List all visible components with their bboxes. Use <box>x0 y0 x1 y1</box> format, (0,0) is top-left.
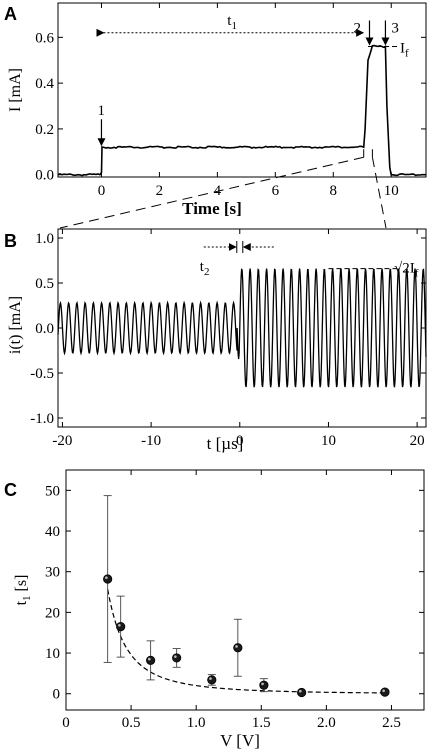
panel-a-t1-label: t1 <box>227 13 237 32</box>
panel-a-y-tick-label: 0.4 <box>35 76 54 92</box>
panel-a-y-tick-label: 0.6 <box>35 30 54 46</box>
panel-c-y-tick-label: 30 <box>45 565 60 581</box>
panel-b-y-tick-label: 0.0 <box>35 321 54 337</box>
panel-c-data-point <box>380 687 390 697</box>
panel-a-y-axis-label: I [mA] <box>7 68 24 112</box>
panel-a-if-label: If <box>400 41 409 60</box>
panel-a-arrow-2-label: 2 <box>353 21 361 37</box>
panel-b-y-ticks: -1.0 -0.5 0.0 0.5 1.0 <box>30 231 426 427</box>
panel-a-x-tick-label: 6 <box>272 183 280 199</box>
panel-c-x-axis-label: V [V] <box>220 731 260 750</box>
panel-c-data-point-highlight <box>148 657 151 661</box>
zoom-connector-left <box>59 156 364 229</box>
panel-c-x-tick-label: 2.5 <box>382 715 401 731</box>
panel-c-data-points <box>103 495 390 698</box>
panel-c-y-ticks: 0 10 20 30 40 50 <box>45 483 424 703</box>
panel-c-data-point-highlight <box>235 645 238 648</box>
panel-c-fit-curve <box>107 589 385 694</box>
panel-c-x-tick-label: 2.0 <box>317 715 336 731</box>
panel-b-x-tick-label: 20 <box>410 433 425 449</box>
panel-a-y-tick-label: 0.2 <box>35 122 54 138</box>
panel-c-y-tick-label: 0 <box>53 687 61 703</box>
panel-c-data-point <box>233 643 243 653</box>
panel-a-y-tick-label: 0.0 <box>35 168 54 184</box>
panel-c-x-tick-label: 0 <box>62 715 70 731</box>
panel-c-y-tick-label: 20 <box>45 605 60 621</box>
panel-b: B -20 -10 0 10 20 -1.0-0.50.00.51.0 t2 √2If … <box>4 228 427 453</box>
panel-c: C 0 0.5 1.0 1.5 2.0 2.5 0 10 20 30 40 50 V [V] t1 … <box>4 469 425 750</box>
panel-a-x-tick-label: 10 <box>384 183 399 199</box>
panel-c-data-point <box>103 574 113 584</box>
panel-c-y-tick-label: 40 <box>45 524 60 540</box>
panel-b-x-tick-label: -20 <box>52 433 72 449</box>
panel-c-y-tick-label: 50 <box>45 483 60 499</box>
panel-a-x-axis-label: Time [s] <box>182 199 242 218</box>
panel-b-x-ticks: -20 -10 0 10 20 <box>52 229 425 449</box>
panel-c-x-tick-label: 0.5 <box>122 715 141 731</box>
panel-b-x-tick-label: 10 <box>321 433 336 449</box>
panel-b-y-axis-label: i(t) [mA] <box>7 296 24 354</box>
panel-b-x-axis-label: t [µs] <box>207 434 244 453</box>
panel-c-data-point-highlight <box>174 655 177 658</box>
panel-b-x-tick-label: -10 <box>141 433 161 449</box>
panel-c-data-point <box>172 653 182 663</box>
panel-b-t2-label: t2 <box>200 259 210 278</box>
panel-c-frame <box>65 469 425 711</box>
panel-b-y-tick-label: -0.5 <box>30 366 54 382</box>
panel-c-data-point-highlight <box>105 576 108 580</box>
panel-b-x-tick-label: 0 <box>236 433 244 449</box>
panel-c-data-point <box>207 675 217 685</box>
panel-a: A 0246810 0.00.20.40.6 t1 1 2 3 If Time … <box>4 2 427 218</box>
panel-b-frame <box>57 228 427 428</box>
zoom-connector-right <box>371 157 387 229</box>
panel-c-data-point <box>259 680 269 690</box>
panel-c-data-point <box>297 687 307 698</box>
panel-b-letter: B <box>4 231 17 251</box>
panel-c-data-point-highlight <box>382 689 385 693</box>
panel-a-x-tick-label: 2 <box>156 183 164 199</box>
panel-a-x-tick-label: 0 <box>98 183 106 199</box>
panel-a-x-tick-label: 8 <box>330 183 338 199</box>
panel-a-y-ticks: 0.0 0.2 0.4 0.6 <box>35 30 426 184</box>
panel-c-data-point-highlight <box>299 689 302 693</box>
panel-c-letter: C <box>4 480 17 500</box>
panel-c-y-tick-label: 10 <box>45 646 60 662</box>
panel-a-letter: A <box>4 4 17 24</box>
panel-c-data-point <box>116 622 126 632</box>
panel-c-x-tick-label: 1.0 <box>187 715 206 731</box>
panel-c-data-point-highlight <box>261 682 264 686</box>
panel-c-data-point-highlight <box>118 624 121 627</box>
panel-b-y-tick-label: 0.5 <box>35 276 54 292</box>
panel-b-ac-current-trace <box>57 268 427 388</box>
panel-a-current-trace <box>57 44 426 177</box>
panel-c-x-tick-label: 1.5 <box>252 715 271 731</box>
panel-c-data-point-highlight <box>209 677 212 680</box>
panel-b-sqrt2-if-label: √2If <box>394 261 419 280</box>
panel-b-y-tick-label: 1.0 <box>35 231 54 247</box>
panel-c-x-ticks: 0 0.5 1.0 1.5 2.0 2.5 <box>62 470 401 731</box>
panel-a-arrow-3-label: 3 <box>391 21 399 37</box>
panel-a-frame <box>57 2 427 178</box>
panel-c-y-axis-label: t1 [s] <box>13 575 33 606</box>
panel-b-y-tick-label: -1.0 <box>30 411 54 427</box>
panel-a-arrow-1-label: 1 <box>97 103 105 119</box>
panel-c-data-point <box>146 655 156 665</box>
